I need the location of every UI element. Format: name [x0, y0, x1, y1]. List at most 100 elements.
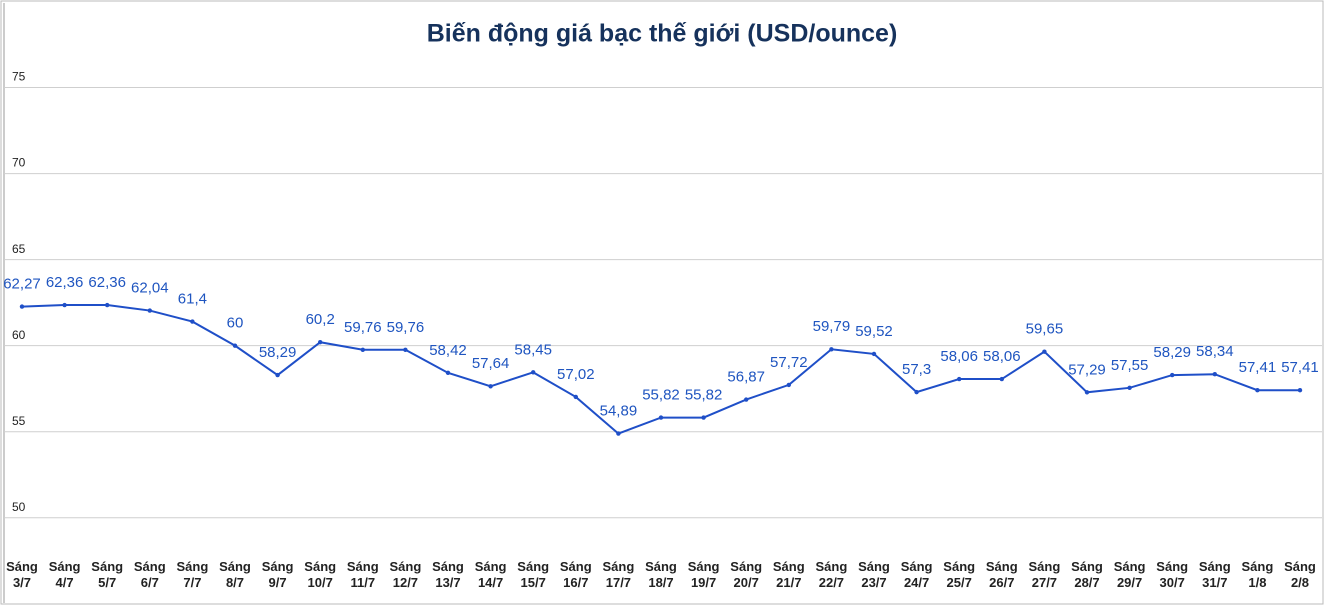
x-tick-line: 30/7	[1160, 575, 1185, 590]
x-tick-line: 13/7	[435, 575, 460, 590]
x-tick-line: Sáng	[858, 559, 890, 574]
point	[360, 347, 365, 352]
point	[62, 302, 67, 308]
x-tick-line: Sáng	[49, 559, 81, 574]
y-tick-label: 55	[12, 414, 26, 428]
x-tick-line: Sáng	[91, 559, 123, 574]
point	[19, 304, 25, 309]
point	[318, 340, 323, 345]
x-tick-line: 26/7	[989, 575, 1014, 590]
value-label: 58,29	[1153, 344, 1191, 361]
x-tick-line: Sáng	[1284, 559, 1316, 574]
value-label: 57,64	[472, 355, 510, 372]
x-tick-label: Sáng 11/7	[347, 559, 379, 590]
x-tick-line: Sáng	[560, 559, 592, 574]
value-label: 59,76	[344, 319, 382, 336]
x-tick-label: Sáng 21/7	[773, 559, 805, 590]
x-tick-line: 19/7	[691, 575, 716, 590]
value-label: 62,27	[3, 276, 41, 293]
x-tick-line: Sáng	[1199, 559, 1231, 574]
x-tick-line: 5/7	[98, 575, 116, 590]
x-tick-label: Sáng 10/7	[304, 559, 336, 590]
x-tick-line: Sáng	[816, 559, 848, 574]
x-tick-line: 23/7	[861, 575, 886, 590]
value-label: 62,36	[88, 274, 126, 291]
x-tick-label: Sáng 6/7	[134, 559, 166, 590]
point	[488, 384, 493, 389]
x-tick-label: Sáng 3/7	[6, 559, 38, 590]
x-tick-line: Sáng	[219, 559, 251, 574]
point	[957, 376, 962, 382]
x-tick-label: Sáng 26/7	[986, 559, 1018, 590]
x-tick-line: 22/7	[819, 575, 844, 590]
x-tick-label: Sáng 31/7	[1199, 559, 1231, 590]
x-tick-line: Sáng	[1156, 559, 1188, 574]
point	[403, 347, 408, 352]
point	[871, 351, 877, 357]
x-tick-line: 18/7	[648, 575, 673, 590]
chart-title: Biến động giá bạc thế giới (USD/ounce)	[427, 20, 898, 48]
x-tick-label: Sáng 16/7	[560, 559, 592, 590]
x-tick-line: Sáng	[6, 559, 38, 574]
point	[1127, 385, 1132, 391]
x-tick-line: 17/7	[606, 575, 631, 590]
x-tick-line: 16/7	[563, 575, 588, 590]
point	[744, 397, 749, 402]
x-tick-line: Sáng	[986, 559, 1018, 574]
value-label: 61,4	[178, 291, 207, 308]
point	[1297, 388, 1303, 393]
x-tick-line: Sáng	[773, 559, 805, 574]
x-tick-line: 3/7	[13, 575, 31, 590]
x-tick-line: 24/7	[904, 575, 929, 590]
value-label: 60	[227, 315, 244, 332]
point	[701, 415, 706, 420]
x-tick-line: 31/7	[1202, 575, 1227, 590]
value-label: 54,89	[600, 403, 638, 420]
x-tick-line: Sáng	[1029, 559, 1061, 574]
x-tick-label: Sáng 17/7	[603, 559, 635, 590]
x-tick-label: Sáng 7/7	[177, 559, 209, 590]
x-tick-line: Sáng	[730, 559, 762, 574]
x-tick-label: Sáng 27/7	[1029, 559, 1061, 590]
x-tick-label: Sáng 25/7	[943, 559, 975, 590]
x-tick-label: Sáng 4/7	[49, 559, 81, 590]
x-tick-line: 29/7	[1117, 575, 1142, 590]
value-label: 60,2	[306, 311, 335, 328]
x-tick-line: Sáng	[347, 559, 379, 574]
x-tick-label: Sáng 2/8	[1284, 559, 1316, 590]
y-tick-label: 65	[12, 242, 26, 256]
x-tick-line: Sáng	[1071, 559, 1103, 574]
x-tick-label: Sáng 14/7	[475, 559, 507, 590]
x-tick-line: Sáng	[603, 559, 635, 574]
x-tick-label: Sáng 22/7	[816, 559, 848, 590]
x-tick-line: Sáng	[262, 559, 294, 574]
x-tick-line: 9/7	[269, 575, 287, 590]
x-tick-label: Sáng 30/7	[1156, 559, 1188, 590]
value-label: 55,82	[642, 387, 680, 404]
x-tick-label: Sáng 12/7	[390, 559, 422, 590]
value-label: 62,04	[131, 280, 169, 297]
x-tick-label: Sáng 13/7	[432, 559, 464, 590]
point	[829, 347, 834, 352]
x-tick-line: 21/7	[776, 575, 801, 590]
point	[658, 415, 664, 420]
x-tick-line: Sáng	[177, 559, 209, 574]
x-tick-line: Sáng	[475, 559, 507, 574]
point	[1212, 372, 1218, 377]
x-tick-line: Sáng	[901, 559, 933, 574]
x-tick-label: Sáng 24/7	[901, 559, 933, 590]
point	[1042, 349, 1047, 354]
x-tick-line: Sáng	[390, 559, 422, 574]
x-tick-line: 28/7	[1074, 575, 1099, 590]
value-label: 57,41	[1281, 359, 1319, 376]
value-label: 57,55	[1111, 357, 1149, 374]
x-tick-line: 25/7	[947, 575, 972, 590]
point	[445, 370, 451, 376]
value-label: 58,06	[983, 348, 1021, 365]
x-tick-line: 11/7	[351, 575, 376, 590]
point	[999, 376, 1004, 382]
x-tick-line: 10/7	[308, 575, 333, 590]
point	[786, 382, 791, 388]
x-tick-label: Sáng 29/7	[1114, 559, 1146, 590]
